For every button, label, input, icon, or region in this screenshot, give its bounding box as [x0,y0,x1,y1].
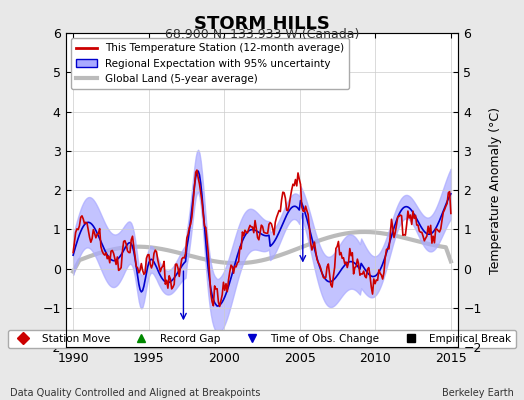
Text: Data Quality Controlled and Aligned at Breakpoints: Data Quality Controlled and Aligned at B… [10,388,261,398]
Legend: Station Move, Record Gap, Time of Obs. Change, Empirical Break: Station Move, Record Gap, Time of Obs. C… [8,330,516,348]
Title: STORM HILLS: STORM HILLS [194,15,330,33]
Y-axis label: Temperature Anomaly (°C): Temperature Anomaly (°C) [488,106,501,274]
Text: Berkeley Earth: Berkeley Earth [442,388,514,398]
Text: 68.900 N, 133.933 W (Canada): 68.900 N, 133.933 W (Canada) [165,28,359,41]
